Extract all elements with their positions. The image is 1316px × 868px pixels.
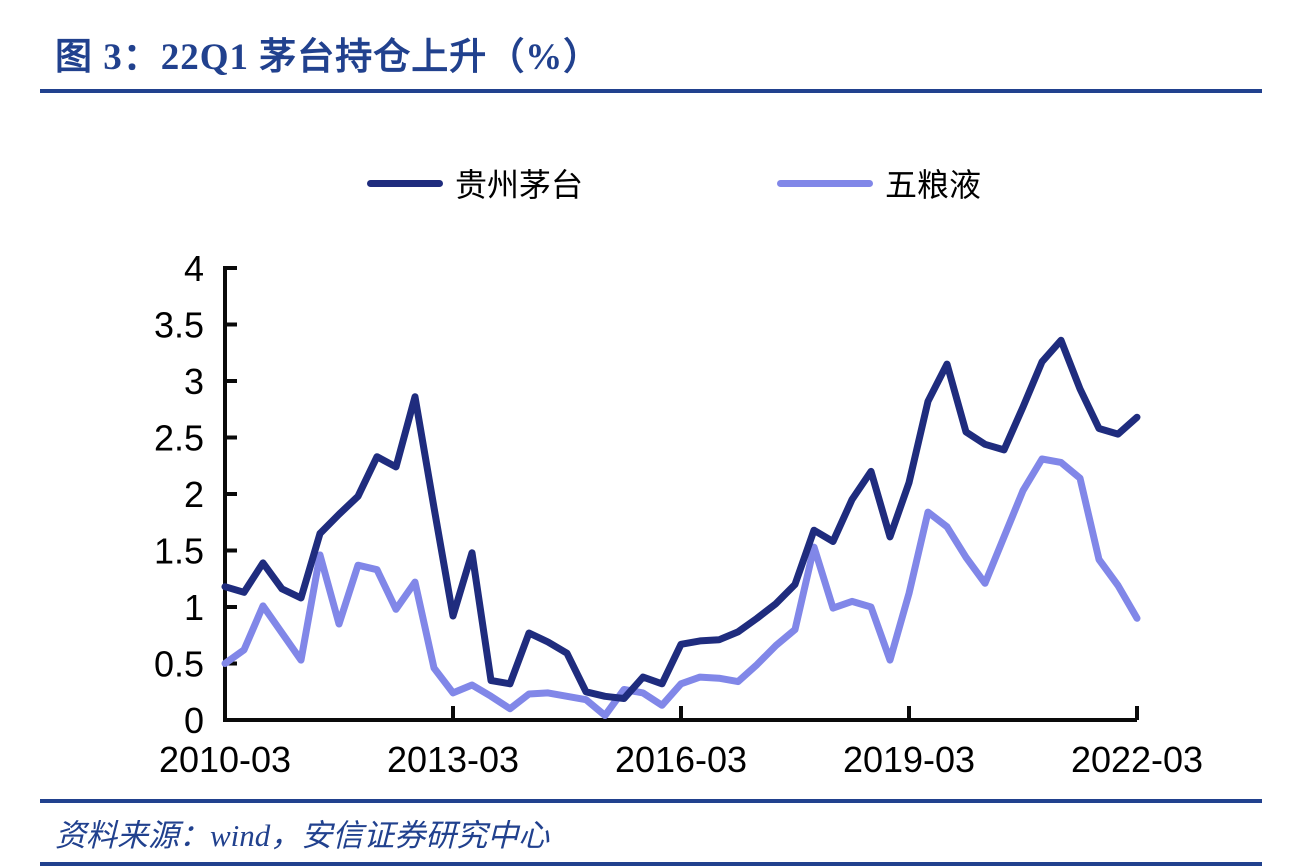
series-line-moutai (221, 336, 1141, 702)
legend-item-moutai: 贵州茅台 (367, 160, 583, 206)
source-divider-bottom (40, 862, 1262, 866)
source-note: 资料来源：wind，安信证券研究中心 (55, 818, 550, 853)
y-tick-label: 1 (184, 587, 204, 628)
source-divider-top (40, 799, 1262, 803)
legend-label-moutai: 贵州茅台 (455, 167, 584, 203)
x-tick-label: 2013-03 (387, 739, 519, 780)
y-tick-label: 0.5 (154, 644, 204, 685)
x-tick-label: 2010-03 (159, 739, 291, 780)
title-underline (40, 89, 1262, 93)
legend-line-sample-wuliangye (777, 179, 873, 187)
legend-line-sample-moutai (367, 179, 443, 187)
y-tick-label: 3.5 (154, 305, 204, 346)
legend-label-wuliangye: 五粮液 (885, 167, 982, 203)
axes: 0 0.5 1 1.5 2 2.5 3 3.5 4 2010-03 2013-03 2016-03 20… (154, 248, 1203, 780)
figure-title: 图 3：22Q1 茅台持仓上升（%） (55, 37, 602, 78)
x-tick-label: 2019-03 (843, 739, 975, 780)
y-tick-label: 2.5 (154, 418, 204, 459)
legend-item-wuliangye: 五粮液 (777, 160, 981, 206)
series-line-wuliangye (221, 455, 1141, 719)
y-tick-label: 3 (184, 361, 204, 402)
x-tick-label: 2022-03 (1071, 739, 1203, 780)
y-tick-label: 0 (184, 700, 204, 741)
y-tick-label: 1.5 (154, 531, 204, 572)
y-tick-label: 4 (184, 248, 204, 289)
y-tick-label: 2 (184, 474, 204, 515)
x-tick-label: 2016-03 (615, 739, 747, 780)
